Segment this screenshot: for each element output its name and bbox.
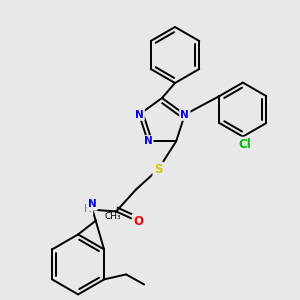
Text: N: N [135,110,143,120]
Text: O: O [133,215,143,228]
Text: N: N [143,136,152,146]
Text: H: H [84,204,92,214]
Text: CH₃: CH₃ [104,212,121,221]
Text: N: N [181,110,189,120]
Text: N: N [88,200,97,209]
Text: Cl: Cl [238,138,251,151]
Text: S: S [154,163,162,176]
